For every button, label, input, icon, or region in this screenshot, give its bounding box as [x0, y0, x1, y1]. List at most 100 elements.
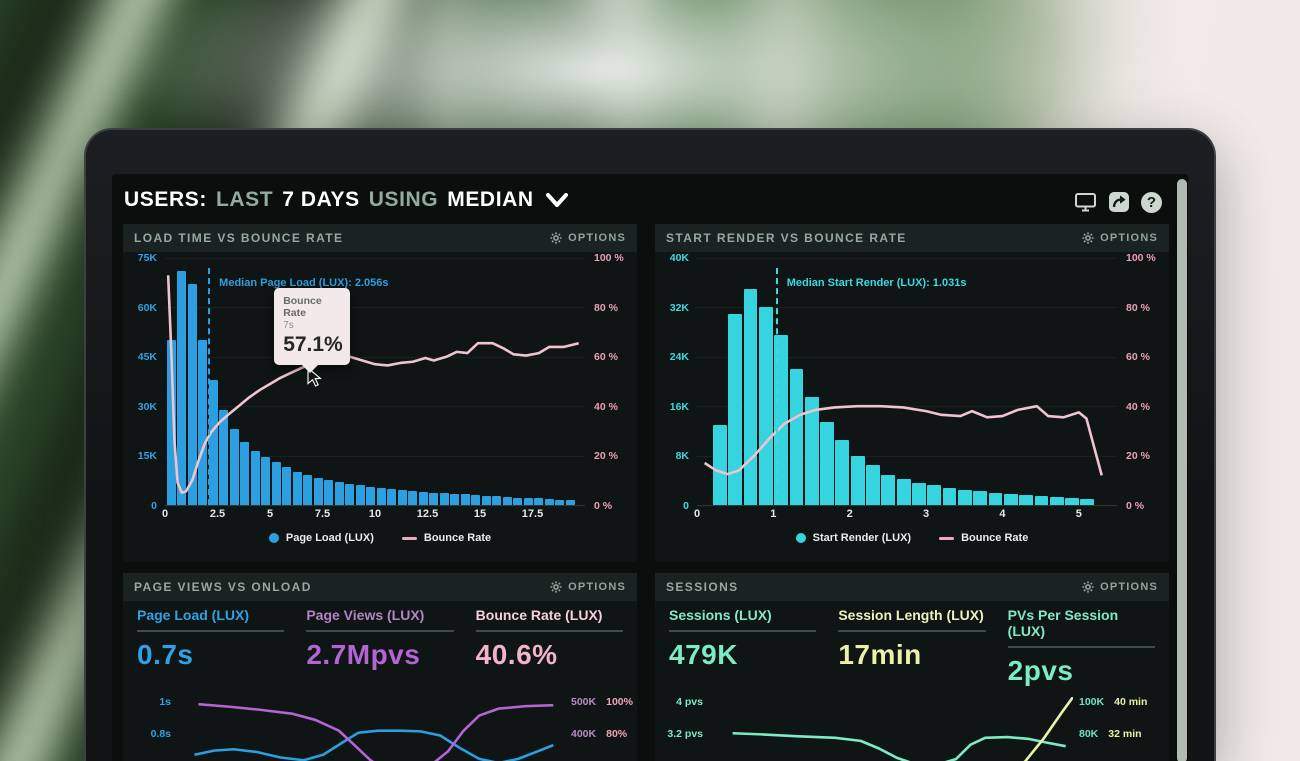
- bar[interactable]: [1065, 497, 1079, 505]
- bar[interactable]: [1034, 495, 1049, 505]
- bar[interactable]: [250, 450, 260, 505]
- bar-series: [697, 258, 1095, 505]
- bar[interactable]: [513, 497, 522, 505]
- options-button[interactable]: OPTIONS: [550, 232, 626, 244]
- bar[interactable]: [387, 488, 396, 505]
- panel-title: START RENDER VS BOUNCE RATE: [666, 231, 907, 245]
- bar[interactable]: [896, 479, 911, 505]
- spark-axis-label-left: 4 pvs: [655, 696, 707, 708]
- options-button[interactable]: OPTIONS: [1082, 581, 1158, 593]
- bar[interactable]: [534, 498, 543, 505]
- gear-icon: [1082, 581, 1094, 593]
- title-part: MEDIAN: [447, 188, 534, 211]
- bar[interactable]: [881, 475, 896, 505]
- bar[interactable]: [460, 494, 470, 505]
- bar[interactable]: [758, 307, 773, 505]
- bar[interactable]: [1019, 495, 1033, 505]
- help-icon[interactable]: ?: [1141, 191, 1162, 213]
- x-axis-tick: 7.5: [314, 508, 331, 520]
- axis-tick: 80K: [1079, 727, 1099, 740]
- bar[interactable]: [866, 464, 880, 505]
- bar[interactable]: [366, 486, 375, 505]
- title-part: USING: [368, 188, 439, 211]
- header-icons: ?: [1074, 191, 1162, 213]
- bar[interactable]: [471, 495, 480, 505]
- bar[interactable]: [544, 499, 554, 505]
- bar[interactable]: [208, 379, 218, 505]
- bar[interactable]: [313, 477, 323, 505]
- gridline: [165, 307, 585, 309]
- bar[interactable]: [481, 495, 491, 505]
- metric-value: 0.7s: [137, 639, 194, 670]
- bar[interactable]: [523, 498, 533, 505]
- gridline: [697, 307, 1117, 309]
- bar[interactable]: [166, 340, 176, 505]
- bar[interactable]: [439, 493, 449, 505]
- bar[interactable]: [219, 409, 228, 505]
- share-icon[interactable]: [1108, 191, 1130, 213]
- mouse-cursor: [307, 366, 323, 387]
- spark-axis-label-left: 1s: [123, 696, 175, 708]
- bar[interactable]: [942, 487, 957, 505]
- y-axis-tick-right: 80 %: [594, 301, 618, 314]
- bar[interactable]: [1003, 493, 1018, 505]
- bar[interactable]: [492, 496, 501, 505]
- bar[interactable]: [502, 497, 512, 505]
- panel-page-views-vs-onload: PAGE VIEWS VS ONLOAD OPTIONS Page Load (…: [123, 573, 637, 761]
- bar[interactable]: [334, 481, 344, 505]
- bar[interactable]: [565, 500, 575, 505]
- bar[interactable]: [261, 457, 270, 505]
- bar[interactable]: [912, 482, 926, 505]
- bar[interactable]: [418, 491, 428, 505]
- bar[interactable]: [743, 288, 758, 505]
- bar[interactable]: [198, 340, 207, 505]
- options-button[interactable]: OPTIONS: [550, 581, 626, 593]
- bar[interactable]: [397, 489, 407, 505]
- metric-label: Bounce Rate (LUX): [475, 607, 603, 623]
- bar[interactable]: [927, 485, 942, 505]
- display-icon[interactable]: [1074, 191, 1097, 213]
- bar[interactable]: [728, 313, 743, 505]
- bar[interactable]: [973, 491, 988, 505]
- bar[interactable]: [303, 475, 312, 505]
- bar[interactable]: [789, 369, 804, 505]
- metric: Bounce Rate (LUX) 40.6%: [475, 607, 623, 671]
- bar[interactable]: [1080, 498, 1095, 505]
- bar[interactable]: [240, 442, 249, 505]
- bar[interactable]: [555, 499, 564, 505]
- bar[interactable]: [376, 487, 386, 505]
- panel-title: SESSIONS: [666, 580, 739, 594]
- metric-value: 40.6%: [475, 639, 558, 670]
- bar[interactable]: [1049, 496, 1064, 505]
- bar[interactable]: [324, 479, 333, 505]
- options-button[interactable]: OPTIONS: [1082, 232, 1158, 244]
- bar[interactable]: [850, 455, 865, 505]
- y-axis-tick-left: 24K: [669, 351, 689, 364]
- bar[interactable]: [835, 440, 850, 505]
- y-axis-tick-right: 0 %: [594, 500, 613, 512]
- bar[interactable]: [712, 424, 727, 505]
- gridline: [697, 356, 1117, 358]
- bar[interactable]: [177, 271, 186, 505]
- bar[interactable]: [429, 492, 438, 505]
- bar[interactable]: [282, 467, 291, 505]
- bar[interactable]: [355, 485, 365, 505]
- bar[interactable]: [345, 483, 354, 505]
- bar[interactable]: [820, 421, 834, 505]
- chevron-down-icon[interactable]: [545, 192, 568, 208]
- metric-underline: [838, 630, 986, 632]
- bar[interactable]: [408, 490, 417, 505]
- bar[interactable]: [957, 489, 972, 505]
- bar[interactable]: [271, 462, 281, 505]
- gridline: [165, 455, 585, 457]
- bar[interactable]: [988, 492, 1003, 505]
- sparkline-session-length-lux-: [1007, 697, 1073, 761]
- scrollbar[interactable]: [1177, 179, 1187, 761]
- bar[interactable]: [804, 396, 819, 505]
- bar[interactable]: [292, 472, 302, 505]
- bar[interactable]: [450, 493, 459, 505]
- bar[interactable]: [229, 429, 239, 505]
- metric-label: Page Views (LUX): [306, 607, 425, 623]
- bar[interactable]: [187, 284, 197, 505]
- options-label: OPTIONS: [1100, 232, 1158, 244]
